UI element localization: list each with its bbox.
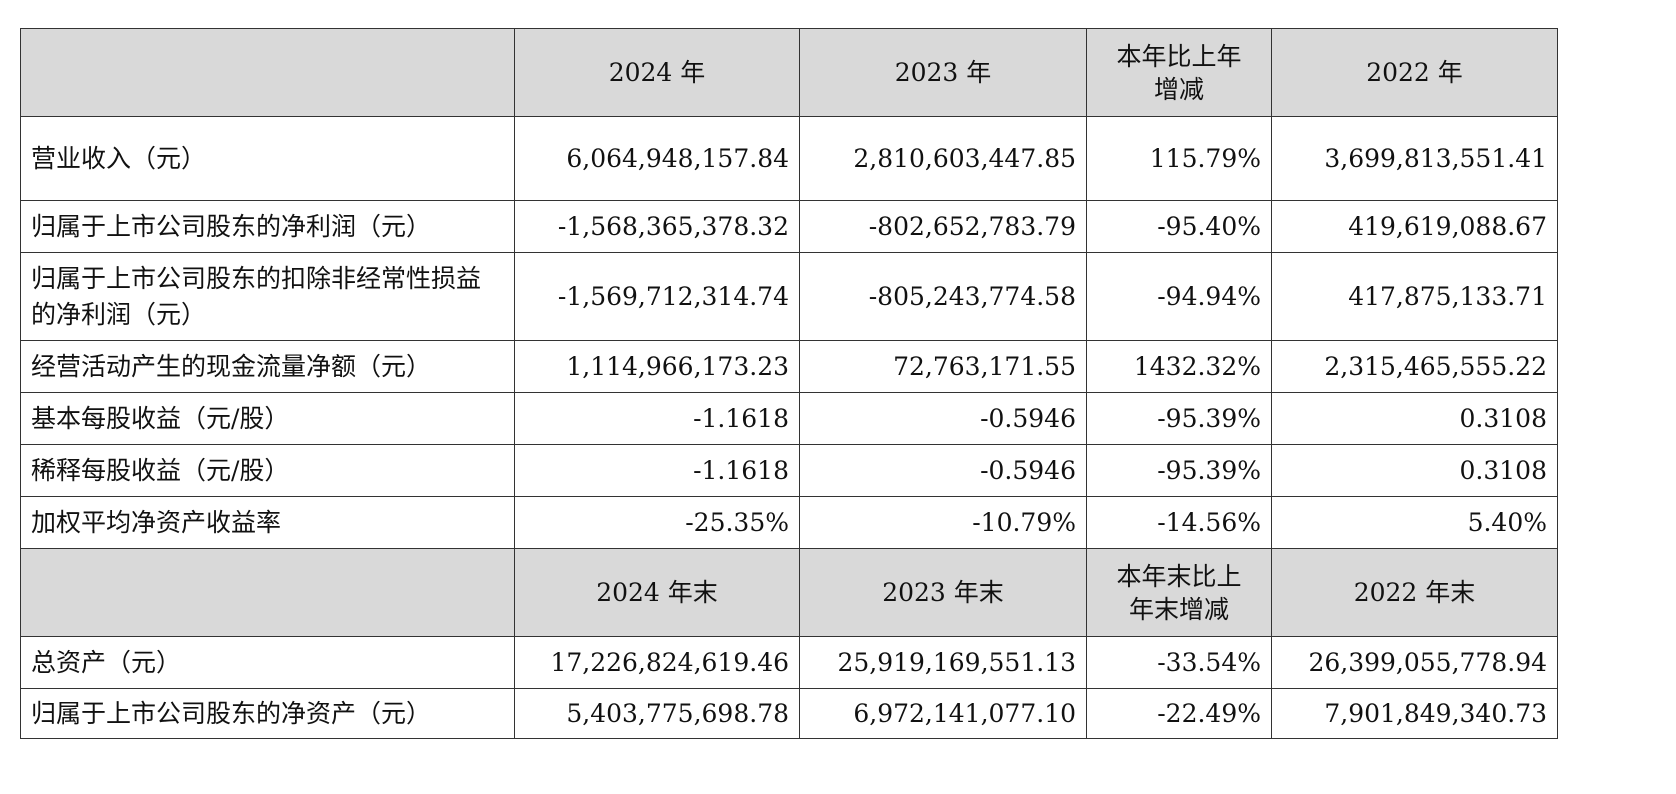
value-2023: -802,652,783.79 bbox=[799, 200, 1087, 253]
value-2023: -10.79% bbox=[799, 496, 1087, 549]
table-row-operating-cash-flow: 经营活动产生的现金流量净额（元） 1,114,966,173.23 72,763… bbox=[20, 340, 1558, 393]
header-2024-end: 2024 年末 bbox=[514, 548, 800, 637]
table-row-revenue: 营业收入（元） 6,064,948,157.84 2,810,603,447.8… bbox=[20, 116, 1558, 201]
value-2022: 26,399,055,778.94 bbox=[1271, 636, 1558, 689]
value-2024: -25.35% bbox=[514, 496, 800, 549]
value-2024: 5,403,775,698.78 bbox=[514, 688, 800, 739]
header-2022-end: 2022 年末 bbox=[1271, 548, 1558, 637]
value-2024: -1.1618 bbox=[514, 392, 800, 445]
header-change-end-line2: 年末增减 bbox=[1128, 594, 1229, 624]
value-2023: 25,919,169,551.13 bbox=[799, 636, 1087, 689]
value-2022: 5.40% bbox=[1271, 496, 1558, 549]
table-row-diluted-eps: 稀释每股收益（元/股） -1.1618 -0.5946 -95.39% 0.31… bbox=[20, 444, 1558, 497]
row-label: 稀释每股收益（元/股） bbox=[20, 444, 515, 497]
row-label: 归属于上市公司股东的扣除非经常性损益的净利润（元） bbox=[20, 252, 515, 341]
header-2023: 2023 年 bbox=[799, 28, 1087, 117]
header-blank-cell bbox=[20, 548, 515, 637]
header-change-end-line1: 本年末比上 bbox=[1116, 561, 1242, 591]
header-blank-cell bbox=[20, 28, 515, 117]
value-2023: -0.5946 bbox=[799, 444, 1087, 497]
value-2022: 2,315,465,555.22 bbox=[1271, 340, 1558, 393]
value-2022: 7,901,849,340.73 bbox=[1271, 688, 1558, 739]
header-row-annual: 2024 年 2023 年 本年比上年 增减 2022 年 bbox=[20, 28, 1558, 117]
table-row-net-assets: 归属于上市公司股东的净资产（元） 5,403,775,698.78 6,972,… bbox=[20, 688, 1558, 739]
value-2024: 17,226,824,619.46 bbox=[514, 636, 800, 689]
value-2023: 2,810,603,447.85 bbox=[799, 116, 1087, 201]
value-2022: 419,619,088.67 bbox=[1271, 200, 1558, 253]
table-row-net-profit-deducted: 归属于上市公司股东的扣除非经常性损益的净利润（元） -1,569,712,314… bbox=[20, 252, 1558, 341]
value-2024: -1.1618 bbox=[514, 444, 800, 497]
row-label: 营业收入（元） bbox=[20, 116, 515, 201]
value-2023: 72,763,171.55 bbox=[799, 340, 1087, 393]
row-label: 经营活动产生的现金流量净额（元） bbox=[20, 340, 515, 393]
value-change: -95.39% bbox=[1086, 444, 1272, 497]
table-row-total-assets: 总资产（元） 17,226,824,619.46 25,919,169,551.… bbox=[20, 636, 1558, 689]
header-change-line2: 增减 bbox=[1153, 74, 1204, 104]
value-2022: 0.3108 bbox=[1271, 444, 1558, 497]
value-2022: 3,699,813,551.41 bbox=[1271, 116, 1558, 201]
value-change: -95.39% bbox=[1086, 392, 1272, 445]
value-2023: 6,972,141,077.10 bbox=[799, 688, 1087, 739]
value-change: -95.40% bbox=[1086, 200, 1272, 253]
value-2022: 417,875,133.71 bbox=[1271, 252, 1558, 341]
row-label: 加权平均净资产收益率 bbox=[20, 496, 515, 549]
row-label: 归属于上市公司股东的净利润（元） bbox=[20, 200, 515, 253]
value-2024: -1,568,365,378.32 bbox=[514, 200, 800, 253]
value-2024: 1,114,966,173.23 bbox=[514, 340, 800, 393]
header-2023-end: 2023 年末 bbox=[799, 548, 1087, 637]
header-change-end: 本年末比上 年末增减 bbox=[1086, 548, 1272, 637]
row-label: 归属于上市公司股东的净资产（元） bbox=[20, 688, 515, 739]
table-row-roe: 加权平均净资产收益率 -25.35% -10.79% -14.56% 5.40% bbox=[20, 496, 1558, 549]
row-label: 基本每股收益（元/股） bbox=[20, 392, 515, 445]
header-row-year-end: 2024 年末 2023 年末 本年末比上 年末增减 2022 年末 bbox=[20, 548, 1558, 637]
header-2022: 2022 年 bbox=[1271, 28, 1558, 117]
header-change: 本年比上年 增减 bbox=[1086, 28, 1272, 117]
financial-summary-table: 2024 年 2023 年 本年比上年 增减 2022 年 营业收入（元） 6,0… bbox=[20, 28, 1558, 739]
value-change: -22.49% bbox=[1086, 688, 1272, 739]
value-2023: -0.5946 bbox=[799, 392, 1087, 445]
value-change: 1432.32% bbox=[1086, 340, 1272, 393]
header-change-line1: 本年比上年 bbox=[1116, 41, 1242, 71]
value-2022: 0.3108 bbox=[1271, 392, 1558, 445]
row-label: 总资产（元） bbox=[20, 636, 515, 689]
value-2024: -1,569,712,314.74 bbox=[514, 252, 800, 341]
table-row-basic-eps: 基本每股收益（元/股） -1.1618 -0.5946 -95.39% 0.31… bbox=[20, 392, 1558, 445]
value-change: -94.94% bbox=[1086, 252, 1272, 341]
header-2024: 2024 年 bbox=[514, 28, 800, 117]
value-2024: 6,064,948,157.84 bbox=[514, 116, 800, 201]
value-change: 115.79% bbox=[1086, 116, 1272, 201]
value-change: -14.56% bbox=[1086, 496, 1272, 549]
value-change: -33.54% bbox=[1086, 636, 1272, 689]
value-2023: -805,243,774.58 bbox=[799, 252, 1087, 341]
table-row-net-profit: 归属于上市公司股东的净利润（元） -1,568,365,378.32 -802,… bbox=[20, 200, 1558, 253]
